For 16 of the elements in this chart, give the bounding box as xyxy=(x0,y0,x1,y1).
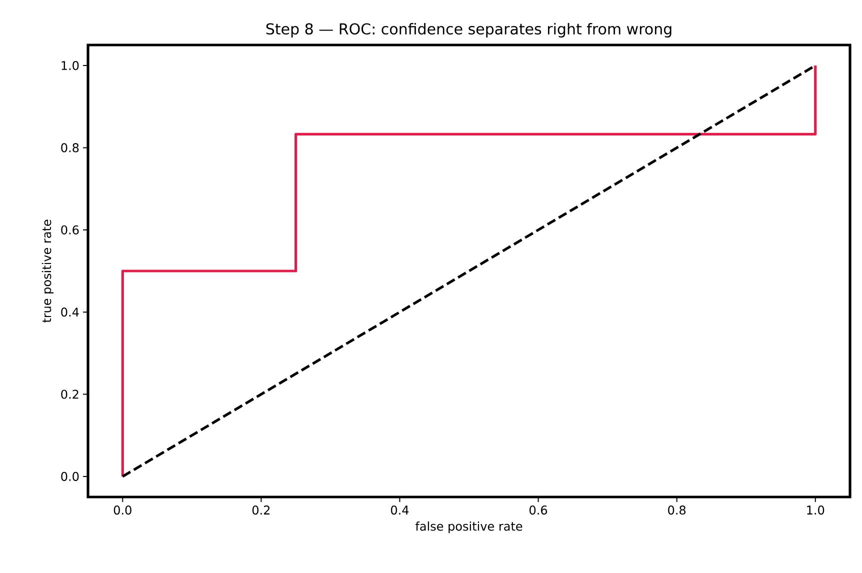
y-tick-label: 0.8 xyxy=(61,143,79,152)
y-tick-label: 0.6 xyxy=(61,225,79,234)
chart-title: Step 8 — ROC: confidence separates right from wrong xyxy=(266,22,672,38)
x-tick-label: 0.8 xyxy=(668,506,686,515)
y-tick-label: 0.2 xyxy=(61,390,78,399)
x-tick-label: 0.4 xyxy=(390,506,409,515)
y-tick-label: 0.0 xyxy=(61,472,79,481)
x-tick-label: 1.0 xyxy=(807,506,824,515)
x-axis-title: false positive rate xyxy=(415,521,522,534)
line-series xyxy=(121,64,817,478)
x-tick-label: 0.2 xyxy=(252,506,270,515)
y-tick-label: 1.0 xyxy=(62,61,79,70)
x-tick-label: 0.0 xyxy=(114,506,132,515)
x-tick-label: 0.6 xyxy=(530,506,548,515)
y-axis-title: true positive rate xyxy=(42,220,54,323)
y-tick-label: 0.4 xyxy=(61,308,79,317)
